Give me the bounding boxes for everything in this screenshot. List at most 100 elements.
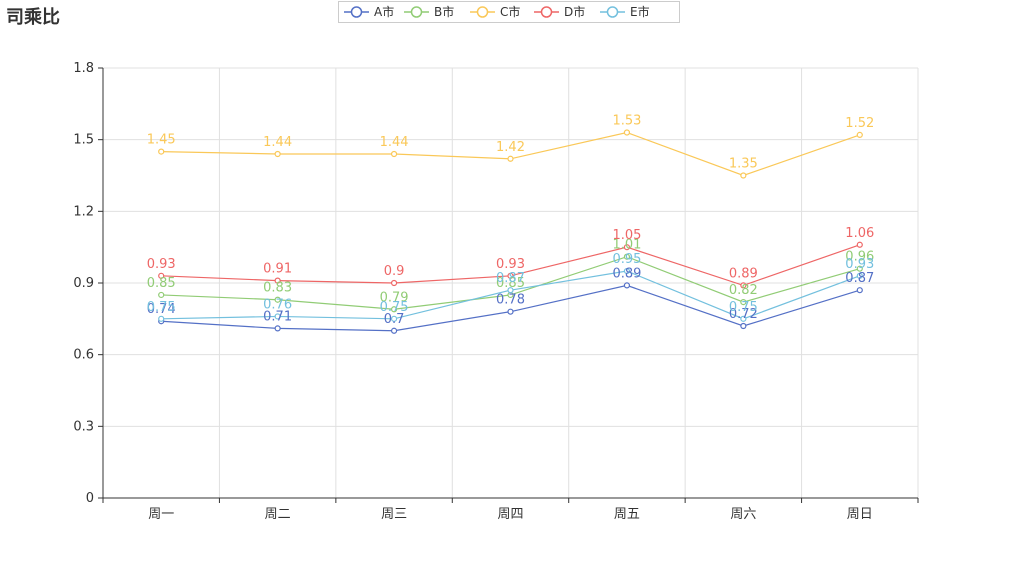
legend-box [338, 1, 680, 23]
data-label: 1.45 [147, 133, 176, 148]
data-label: 0.85 [147, 276, 176, 291]
legend-marker-icon [476, 6, 489, 18]
data-point[interactable] [740, 315, 747, 322]
data-label: 0.9 [384, 264, 405, 279]
x-tick-label: 周一 [148, 507, 174, 522]
data-point[interactable] [856, 131, 863, 138]
data-label: 0.75 [380, 300, 409, 315]
data-label: 0.79 [380, 290, 409, 305]
series-lines [158, 129, 863, 334]
data-point[interactable] [856, 241, 863, 248]
data-label: 0.82 [729, 283, 758, 298]
data-label: 0.75 [729, 300, 758, 315]
legend-marker-icon [410, 6, 423, 18]
data-label: 0.89 [612, 266, 641, 281]
data-point[interactable] [390, 315, 398, 322]
legend-item[interactable]: B市 [404, 4, 454, 19]
data-point[interactable] [390, 279, 398, 287]
data-point[interactable] [158, 291, 165, 299]
legend-label: D市 [564, 4, 585, 19]
data-point[interactable] [274, 277, 281, 284]
data-label: 1.42 [496, 140, 525, 155]
data-label: 1.35 [729, 157, 758, 172]
legend-item[interactable]: A市 [344, 4, 394, 19]
data-point[interactable] [740, 282, 747, 289]
data-label: 0.93 [845, 257, 874, 272]
data-point[interactable] [274, 325, 281, 332]
data-point[interactable] [623, 253, 631, 260]
data-label: 0.78 [496, 293, 525, 308]
data-label: 1.06 [845, 226, 874, 241]
legend-marker-icon [606, 6, 619, 18]
data-label: 1.44 [263, 135, 292, 150]
data-point[interactable] [740, 172, 747, 179]
data-point[interactable] [856, 287, 863, 294]
data-label: 1.01 [612, 238, 641, 253]
legend-label: B市 [434, 4, 454, 19]
y-tick-label: 0.3 [73, 419, 94, 434]
data-point[interactable] [740, 299, 747, 306]
data-label: 1.52 [845, 116, 874, 131]
legend-label: C市 [500, 4, 520, 19]
x-tick-label: 周二 [265, 507, 291, 522]
data-label: 0.76 [263, 297, 292, 312]
data-label: 1.44 [380, 135, 409, 150]
grid-lines [103, 67, 919, 498]
y-tick-label: 0 [86, 491, 94, 506]
legend[interactable]: A市 B市 C市 D市 E市 [344, 4, 650, 19]
data-point[interactable] [274, 313, 281, 320]
data-point[interactable] [740, 322, 747, 330]
legend-item[interactable]: E市 [600, 4, 650, 19]
data-point[interactable] [623, 244, 631, 251]
data-label: 0.7 [384, 312, 405, 327]
legend-label: E市 [630, 4, 650, 19]
data-point[interactable] [623, 129, 631, 136]
y-tick-label: 1.5 [73, 133, 94, 148]
data-labels: 0.74 0.71 0.70.780.890.720.870.85 0.830.790… [147, 114, 875, 327]
legend-item[interactable]: C市 [470, 4, 520, 19]
y-tick-label: 1.2 [73, 204, 94, 219]
data-point[interactable] [274, 150, 281, 158]
data-point[interactable] [158, 315, 165, 322]
x-tick-label: 周四 [497, 507, 523, 522]
data-label: 0.85 [496, 276, 525, 291]
data-label: 0.74 [147, 302, 176, 317]
axes: 0 0.3 0.6 0.9 1.2 1.5 1.8 周一 周二 周三 周四 周五 周六 周日 [73, 61, 919, 522]
x-tick-label: 周日 [847, 507, 873, 522]
x-tick-label: 周五 [614, 507, 640, 522]
data-label: 0.93 [147, 257, 176, 272]
data-point[interactable] [390, 327, 398, 334]
data-label: 1.05 [612, 228, 641, 243]
data-point[interactable] [274, 296, 281, 303]
data-label: 0.87 [845, 271, 874, 286]
data-label: 0.87 [496, 271, 525, 286]
data-point[interactable] [507, 308, 514, 315]
data-point[interactable] [623, 282, 631, 289]
data-point[interactable] [507, 287, 514, 294]
data-point[interactable] [856, 272, 863, 279]
legend-marker-icon [350, 6, 363, 18]
x-tick-label: 周六 [730, 507, 756, 522]
data-label: 0.89 [729, 266, 758, 281]
data-point[interactable] [158, 272, 165, 279]
data-label: 0.96 [845, 250, 874, 265]
data-point[interactable] [623, 267, 631, 275]
data-point[interactable] [158, 148, 165, 155]
data-point[interactable] [390, 306, 398, 313]
data-point[interactable] [507, 272, 514, 279]
legend-label: A市 [374, 4, 394, 19]
data-label: 0.71 [263, 309, 292, 324]
legend-marker-icon [540, 6, 553, 18]
x-tick-label: 周三 [381, 507, 407, 522]
data-point[interactable] [507, 155, 514, 162]
data-point[interactable] [390, 150, 398, 158]
data-label: 0.93 [496, 257, 525, 272]
data-label: 1.53 [612, 114, 641, 129]
legend-item[interactable]: D市 [534, 4, 585, 19]
data-label: 0.83 [263, 281, 292, 296]
y-tick-label: 0.6 [73, 348, 94, 363]
data-label: 0.91 [263, 262, 292, 277]
data-point[interactable] [856, 265, 863, 272]
chart-title: 司乘比 [6, 7, 60, 28]
